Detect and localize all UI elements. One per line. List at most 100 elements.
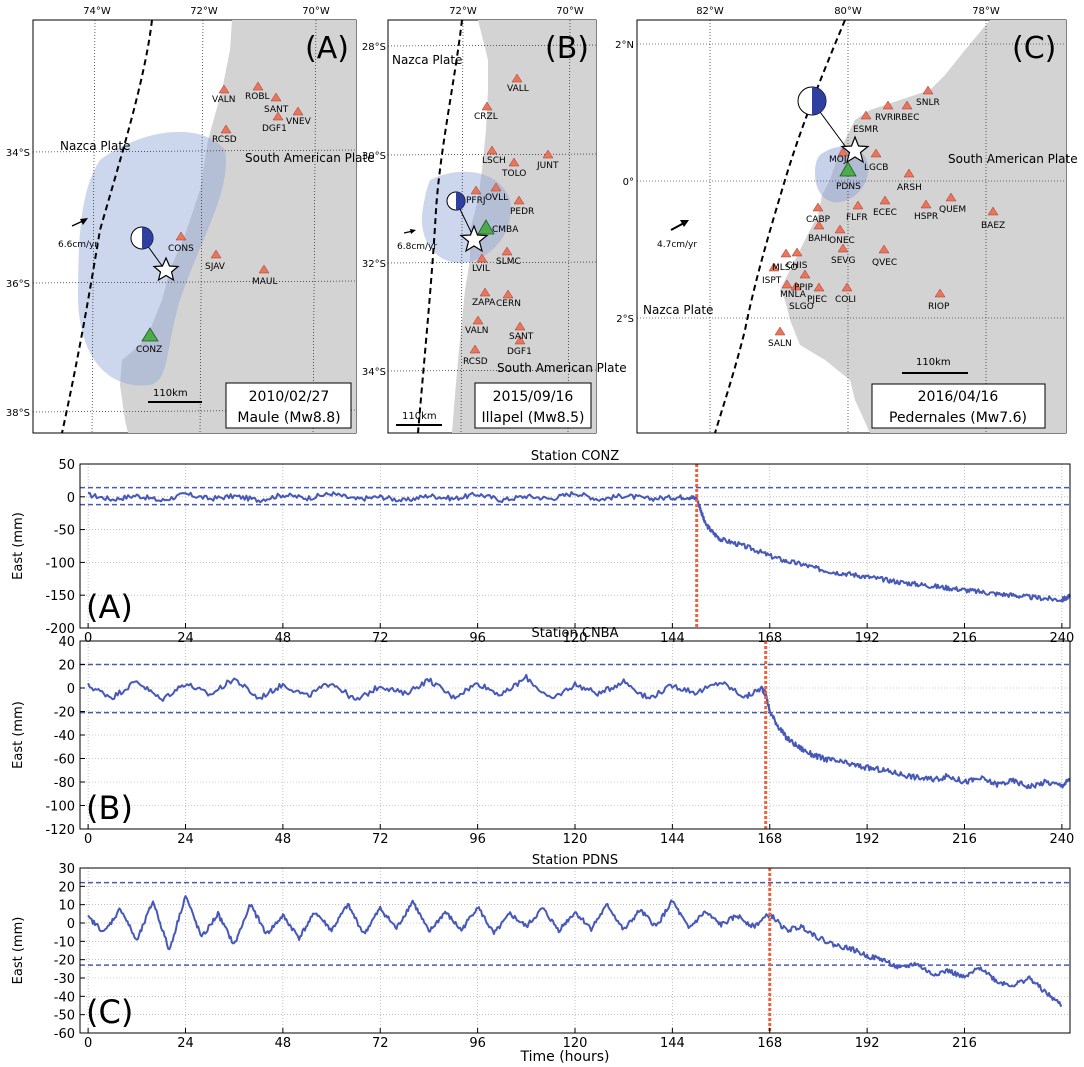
focal-mechanism-a [130,226,180,282]
epicenter-star-icon [840,135,870,164]
y-tick-label: -20 [54,954,75,969]
velocity-arrow-b: 6.8cm/yr [397,229,437,252]
station-label: RVRI [875,113,896,123]
y-tick-label: 10 [58,899,75,914]
station-label: ROBL [245,92,270,102]
caption-box-b [474,382,592,429]
x-tick-label: 24 [177,832,194,847]
station-label: RBEC [895,113,919,123]
velocity-label-c: 4.7cm/yr [657,240,697,250]
chart-title: Station PDNS [532,853,618,868]
y-tick-label: 20 [58,880,75,895]
panel-label-b: (B) [545,31,589,66]
y-tick-label: -50 [54,1009,75,1024]
y-axis-label: East (mm) [11,512,26,580]
y-tick-label: -50 [54,524,75,539]
velocity-label-b: 6.8cm/yr [397,242,437,252]
focal-mechanism-b [446,191,489,253]
y-tick-label: -120 [45,823,75,838]
lat-tick-a-2: 36°S [6,279,30,290]
station-label: QVEC [872,258,897,268]
epicenter-star-icon [459,224,489,253]
lat-tick-b-2: 30°S [362,151,386,162]
panel-label-a: (A) [305,31,349,66]
y-tick-label: -100 [45,556,75,571]
lon-tick-b-2: 70°W [556,6,584,17]
station-label: RCSD [463,357,488,367]
station-markers-b [469,73,554,354]
station-label: CRZL [474,112,498,122]
map-panel-a: 74°W 72°W 70°W 34°S 36°S 38°S (A) Nazca … [6,6,375,434]
x-tick-label: 72 [372,631,389,646]
x-tick-label: 168 [757,631,782,646]
station-label: RCSD [212,135,237,145]
x-tick-label: 192 [855,631,880,646]
x-tick-label: 72 [372,1036,389,1051]
station-label: SLGO [789,302,814,312]
x-tick-label: 240 [1049,631,1074,646]
x-tick-label: 144 [660,1036,685,1051]
station-label: JUNT [536,161,559,171]
x-tick-label: 120 [563,1036,588,1051]
x-tick-label: 0 [84,832,92,847]
chart-title: Station CNBA [532,626,619,641]
scale-label-c: 110km [916,357,951,368]
x-tick-label: 0 [84,1036,92,1051]
station-label: QUEM [939,205,966,215]
station-labels-a: VALN ROBL SANT DGF1 VNEV RCSD CONS SJAV … [168,92,312,287]
caption-event-c: Pedernales (Mw7.6) [889,410,1027,426]
station-label: MOJ [829,155,847,165]
target-station-label-a: CONZ [136,345,162,355]
y-tick-label: -100 [45,800,75,815]
lon-tick-c-3: 78°W [972,6,1000,17]
sam-label-a: South American Plate [245,151,375,165]
x-tick-label: 216 [952,1036,977,1051]
east-displacement-series [87,491,1071,603]
lon-tick-a-3: 70°W [302,6,330,17]
y-tick-label: -40 [54,990,75,1005]
station-label: LVIL [472,264,490,274]
y-tick-label: 0 [67,682,75,697]
x-tick-label: 216 [952,631,977,646]
x-tick-label: 24 [177,1036,194,1051]
station-labels-c: SNLR RVRI RBEC ESMR MOJ LGCB ARSH QUEM H… [762,98,1005,349]
caption-event-a: Maule (Mw8.8) [237,410,340,426]
velocity-arrow-c: 4.7cm/yr [657,220,697,250]
station-label: PPIP [794,283,814,293]
station-label: SEVG [831,256,856,266]
lat-tick-a-3: 38°S [6,408,30,419]
y-tick-label: -40 [54,729,75,744]
station-label: VALN [212,95,235,105]
focal-mechanism-c [797,86,870,164]
timeseries-panel-conz: 0 24 48 72 96 120 144 168 192 216 240 50 0 -50 -100 -15… [11,449,1074,646]
lon-tick-c-1: 82°W [696,6,724,17]
station-label: OVLL [485,193,508,203]
land-a [120,20,356,433]
station-label: TOLO [501,169,526,179]
lat-tick-c-1: 2°N [615,40,634,51]
station-label: RIOP [928,302,950,312]
scale-label-b: 110km [402,411,437,422]
panel-label-c: (C) [1012,31,1056,66]
east-displacement-series [87,895,1063,1007]
caption-date-b: 2015/09/16 [493,389,574,405]
x-tick-label: 144 [660,631,685,646]
station-label: MAUL [252,277,278,287]
x-tick-label: 192 [855,832,880,847]
y-tick-label: -60 [54,1027,75,1042]
y-axis-label: East (mm) [11,917,26,985]
x-tick-label: 24 [177,631,194,646]
station-label: VNEV [286,117,312,127]
station-label: LGCB [864,163,888,173]
lat-tick-c-3: 2°S [616,314,634,325]
target-station-marker-c [839,161,857,177]
station-label: PEDR [510,207,534,217]
station-label: CABP [806,215,831,225]
x-tick-label: 168 [757,832,782,847]
y-tick-label: -20 [54,706,75,721]
y-tick-label: -10 [54,935,75,950]
x-tick-label: 72 [372,832,389,847]
lat-tick-c-2: 0° [623,177,634,188]
